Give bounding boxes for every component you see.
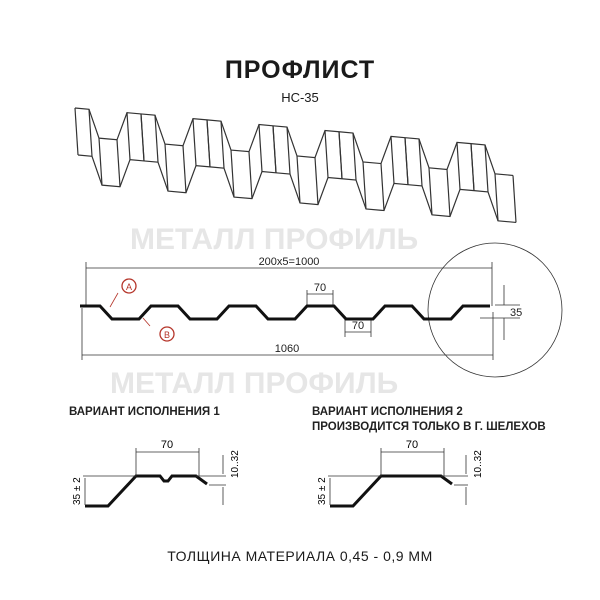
variant2-section: 70 35 ± 2 10..32 (317, 439, 484, 508)
sheet-fold-line (220, 121, 225, 169)
watermark-text: МЕТАЛЛ ПРОФИЛЬ (110, 367, 398, 400)
variant2-step-label: 10..32 (473, 450, 484, 478)
watermark-text: МЕТАЛЛ ПРОФИЛЬ (130, 223, 418, 256)
sheet-fold-line (494, 173, 499, 221)
sheet-fold-line (272, 125, 277, 173)
sheet-fold-line (206, 119, 211, 167)
sheet-fold-line (98, 138, 103, 186)
model-subtitle: НС-35 (281, 90, 319, 105)
sheet-fold-line (338, 131, 343, 179)
sheet-fold-line (230, 150, 235, 198)
sheet-fold-line (390, 136, 395, 184)
sheet-fold-line (286, 127, 291, 175)
variant1-height-label: 35 ± 2 (72, 477, 83, 505)
material-thickness: ТОЛЩИНА МАТЕРИАЛА 0,45 - 0,9 ММ (167, 548, 433, 564)
variant1-step-label: 10..32 (230, 450, 241, 478)
sheet-fold-line (182, 145, 187, 193)
sheet-fold-line (126, 112, 131, 160)
page-title: ПРОФЛИСТ (224, 56, 376, 84)
sheet-fold-line (74, 107, 79, 156)
sheet-fold-line (324, 130, 329, 178)
sheet-fold-line (154, 115, 159, 163)
sheet-fold-line (116, 139, 121, 187)
sheet-fold-line (192, 118, 197, 166)
sheet-fold-line (140, 113, 145, 161)
sheet-edge (74, 107, 514, 177)
sheet-fold-line (456, 142, 461, 190)
dimensions (81, 242, 563, 378)
bottom-flat-label: 70 (352, 320, 364, 332)
width-label: 200x5=1000 (259, 256, 320, 268)
sheet-fold-line (314, 157, 319, 205)
variant2-title: ВАРИАНТ ИСПОЛНЕНИЯ 2 (312, 406, 463, 418)
sheet-fold-line (446, 169, 451, 217)
variant2-height-label: 35 ± 2 (317, 477, 328, 505)
marker-b: B (164, 330, 170, 340)
profile-section (80, 304, 490, 321)
sheet-fold-line (428, 167, 433, 215)
variant2-note: ПРОИЗВОДИТСЯ ТОЛЬКО В Г. ШЕЛЕХОВ (312, 421, 546, 433)
variant1-title: ВАРИАНТ ИСПОЛНЕНИЯ 1 (69, 406, 220, 418)
variant2-flat-label: 70 (406, 439, 418, 451)
marker-a: A (126, 282, 132, 292)
sheet-fold-line (88, 109, 93, 157)
sheet-perspective (74, 107, 517, 224)
sheet-fold-line (470, 143, 475, 191)
sheet-fold-line (258, 124, 263, 172)
sheet-fold-line (418, 138, 423, 186)
sheet-fold-line (352, 132, 357, 181)
sheet-fold-line (380, 163, 385, 211)
sheet-fold-line (362, 161, 367, 209)
variant1-section: 70 35 ± 2 10..32 (72, 439, 241, 508)
sheet-fold-line (164, 144, 169, 192)
sheet-fold-line (484, 144, 489, 192)
sheet-fold-line (296, 155, 301, 204)
total-width-label: 1060 (275, 343, 299, 355)
sheet-fold-line (404, 137, 409, 185)
sheet-fold-line (512, 175, 517, 223)
sheet-fold-line (248, 151, 253, 199)
top-flat-label: 70 (314, 282, 326, 294)
sheet-edge (77, 154, 517, 224)
height-label: 35 (510, 307, 522, 319)
variant1-flat-label: 70 (161, 439, 173, 451)
